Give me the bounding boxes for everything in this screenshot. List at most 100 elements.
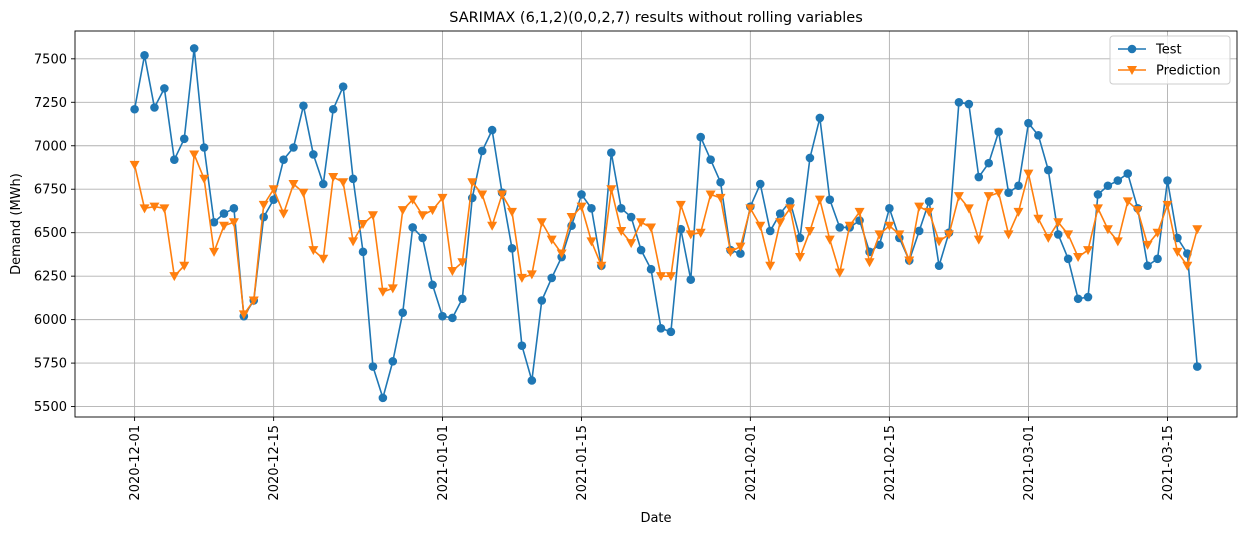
data-point bbox=[140, 51, 149, 60]
legend-label: Prediction bbox=[1156, 64, 1221, 79]
data-point bbox=[159, 204, 170, 214]
data-point bbox=[308, 246, 319, 256]
data-point bbox=[388, 357, 398, 366]
data-point bbox=[218, 221, 229, 231]
data-point bbox=[130, 104, 139, 114]
data-point bbox=[259, 212, 269, 222]
data-point bbox=[427, 206, 438, 216]
y-axis-label: Demand (MWh) bbox=[9, 173, 24, 275]
data-point bbox=[189, 44, 199, 53]
data-point bbox=[467, 178, 478, 188]
data-point bbox=[785, 204, 796, 214]
data-point bbox=[755, 221, 766, 231]
data-point bbox=[199, 143, 209, 152]
data-point bbox=[1083, 292, 1093, 302]
data-point bbox=[1192, 362, 1202, 371]
data-point bbox=[170, 155, 179, 164]
data-point bbox=[974, 172, 984, 182]
y-tick-label: 6750 bbox=[34, 183, 67, 198]
x-tick-label: 2021-02-15 bbox=[883, 425, 898, 501]
data-point bbox=[1073, 253, 1084, 263]
data-point bbox=[656, 324, 666, 333]
data-point bbox=[646, 223, 657, 233]
data-point bbox=[457, 258, 468, 268]
data-point bbox=[1053, 218, 1064, 228]
data-point bbox=[1004, 188, 1013, 198]
data-point bbox=[587, 204, 596, 213]
data-point bbox=[358, 247, 368, 257]
data-point bbox=[934, 237, 945, 247]
data-point bbox=[527, 376, 537, 385]
x-tick-label: 2021-02-01 bbox=[744, 425, 759, 501]
data-point bbox=[984, 158, 994, 168]
data-point bbox=[1103, 181, 1113, 191]
data-point bbox=[526, 270, 537, 280]
data-point bbox=[646, 264, 656, 274]
data-point bbox=[1033, 214, 1044, 224]
data-point bbox=[418, 233, 427, 243]
data-point bbox=[1023, 169, 1034, 179]
y-tick-label: 5500 bbox=[34, 400, 67, 415]
data-point bbox=[686, 275, 696, 284]
data-point bbox=[179, 134, 189, 144]
data-point bbox=[248, 296, 259, 306]
data-point bbox=[1043, 165, 1053, 175]
data-point bbox=[169, 272, 180, 282]
data-point bbox=[408, 223, 417, 232]
data-point bbox=[665, 272, 676, 282]
data-point bbox=[1163, 176, 1172, 185]
data-point bbox=[447, 266, 458, 276]
data-point bbox=[775, 218, 786, 228]
data-point bbox=[387, 284, 398, 294]
data-point bbox=[546, 235, 557, 245]
data-point bbox=[655, 272, 666, 282]
data-point bbox=[577, 190, 586, 199]
data-point bbox=[1034, 131, 1043, 140]
data-point bbox=[825, 195, 835, 204]
data-point bbox=[536, 218, 547, 228]
data-point bbox=[269, 195, 278, 204]
data-point bbox=[834, 268, 845, 278]
data-point bbox=[199, 174, 210, 184]
data-point bbox=[914, 226, 924, 236]
series-layer bbox=[129, 44, 1203, 403]
axes-frame bbox=[74, 30, 1238, 418]
data-point bbox=[924, 197, 934, 206]
data-point bbox=[765, 226, 775, 236]
data-point bbox=[953, 192, 964, 202]
data-point bbox=[299, 101, 308, 111]
data-point bbox=[377, 287, 388, 297]
data-point bbox=[1172, 247, 1183, 257]
series-line bbox=[133, 153, 1199, 316]
data-point bbox=[804, 226, 815, 236]
data-point bbox=[328, 104, 338, 114]
data-point bbox=[328, 173, 339, 183]
data-point bbox=[973, 235, 984, 245]
data-point bbox=[209, 247, 220, 257]
data-point bbox=[1043, 233, 1054, 243]
data-point bbox=[448, 313, 457, 323]
data-point bbox=[258, 200, 269, 210]
data-point bbox=[666, 327, 676, 337]
data-point bbox=[1093, 190, 1103, 199]
legend-box bbox=[1109, 35, 1231, 85]
gridlines bbox=[75, 31, 1237, 417]
data-point bbox=[1153, 254, 1162, 264]
data-point bbox=[278, 209, 289, 219]
data-point bbox=[1073, 294, 1083, 304]
y-tick-label: 5750 bbox=[34, 357, 67, 372]
data-point bbox=[963, 204, 974, 214]
legend-label: Test bbox=[1155, 43, 1182, 58]
data-point bbox=[487, 125, 497, 135]
data-point bbox=[1123, 169, 1133, 178]
data-point bbox=[1182, 261, 1193, 271]
data-point bbox=[884, 221, 895, 231]
data-point bbox=[715, 193, 726, 203]
x-tick-label: 2020-12-01 bbox=[128, 425, 143, 501]
data-point bbox=[994, 127, 1003, 137]
data-point bbox=[1063, 230, 1074, 240]
data-point bbox=[318, 254, 329, 264]
data-point bbox=[517, 341, 527, 351]
data-point bbox=[129, 160, 140, 170]
